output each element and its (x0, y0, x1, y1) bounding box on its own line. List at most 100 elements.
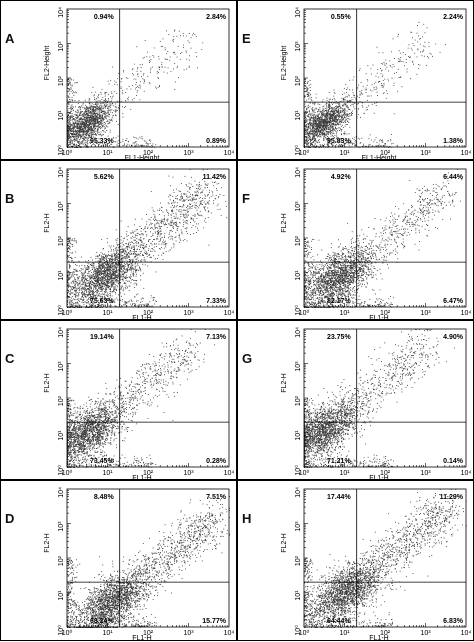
event-dot (326, 111, 327, 112)
event-dot (316, 128, 317, 129)
event-dot (308, 137, 309, 138)
event-dot (318, 140, 319, 141)
event-dot (153, 55, 154, 56)
event-dot (344, 111, 345, 112)
event-dot (343, 99, 344, 100)
event-dot (87, 286, 88, 287)
event-dot (100, 270, 101, 271)
event-dot (167, 59, 168, 60)
event-dot (407, 72, 408, 73)
event-dot (414, 45, 415, 46)
event-dot (336, 124, 337, 125)
event-dot (173, 52, 174, 53)
event-dot (112, 103, 113, 104)
event-dot (401, 61, 402, 62)
event-dot (88, 276, 89, 277)
event-dot (346, 92, 347, 93)
event-dot (423, 24, 424, 25)
event-dot (91, 275, 92, 276)
event-dot (73, 110, 74, 111)
event-dot (382, 70, 383, 71)
event-dot (366, 92, 367, 93)
event-dot (70, 118, 71, 119)
event-dot (418, 35, 419, 36)
event-dot (86, 268, 87, 269)
event-dot (196, 52, 197, 53)
event-dot (98, 122, 99, 123)
event-dot (136, 285, 137, 286)
event-dot (429, 46, 430, 47)
event-dot (69, 126, 70, 127)
event-dot (88, 267, 89, 268)
event-dot (340, 112, 341, 113)
event-dot (339, 116, 340, 117)
event-dot (108, 81, 109, 82)
event-dot (68, 128, 69, 129)
x-tick-label: 10⁴ (461, 150, 472, 157)
event-dot (87, 295, 88, 296)
event-dot (90, 133, 91, 134)
event-dot (313, 124, 314, 125)
event-dot (353, 102, 354, 103)
event-dot (311, 114, 312, 115)
event-dot (73, 137, 74, 138)
event-dot (85, 121, 86, 122)
event-dot (70, 116, 71, 117)
event-dot (332, 114, 333, 115)
event-dot (165, 59, 166, 60)
event-dot (80, 118, 81, 119)
event-dot (348, 122, 349, 123)
event-dot (92, 267, 93, 268)
event-dot (80, 119, 81, 120)
event-dot (322, 111, 323, 112)
event-dot (103, 114, 104, 115)
event-dot (92, 276, 93, 277)
event-dot (307, 139, 308, 140)
event-dot (183, 35, 184, 36)
event-dot (101, 259, 102, 260)
event-dot (345, 118, 346, 119)
event-dot (94, 132, 95, 133)
event-dot (113, 115, 114, 116)
event-dot (338, 124, 339, 125)
x-tick-label: 10¹ (339, 150, 350, 157)
event-dot (186, 36, 187, 37)
y-tick-label: 10⁴ (295, 7, 302, 18)
event-dot (105, 92, 106, 93)
event-dot (95, 122, 96, 123)
event-dot (170, 57, 171, 58)
event-dot (332, 123, 333, 124)
event-dot (71, 100, 72, 101)
event-dot (98, 97, 99, 98)
event-dot (323, 138, 324, 139)
event-dot (349, 100, 350, 101)
event-dot (330, 115, 331, 116)
event-dot (329, 128, 330, 129)
event-dot (351, 97, 352, 98)
event-dot (399, 50, 400, 51)
event-dot (311, 123, 312, 124)
event-dot (312, 134, 313, 135)
event-dot (314, 121, 315, 122)
event-dot (330, 119, 331, 120)
event-dot (90, 109, 91, 110)
event-dot (316, 124, 317, 125)
event-dot (307, 131, 308, 132)
event-dot (397, 91, 398, 92)
event-dot (74, 124, 75, 125)
event-dot (328, 131, 329, 132)
event-dot (109, 104, 110, 105)
event-dot (72, 100, 73, 101)
event-dot (127, 261, 128, 262)
event-dot (428, 57, 429, 58)
event-dot (97, 114, 98, 115)
event-dot (116, 82, 117, 83)
event-dot (87, 134, 88, 135)
event-dot (127, 268, 128, 269)
event-dot (107, 108, 108, 109)
event-dot (338, 109, 339, 110)
event-dot (351, 115, 352, 116)
event-dot (345, 122, 346, 123)
event-dot (120, 261, 121, 262)
event-dot (78, 303, 79, 304)
